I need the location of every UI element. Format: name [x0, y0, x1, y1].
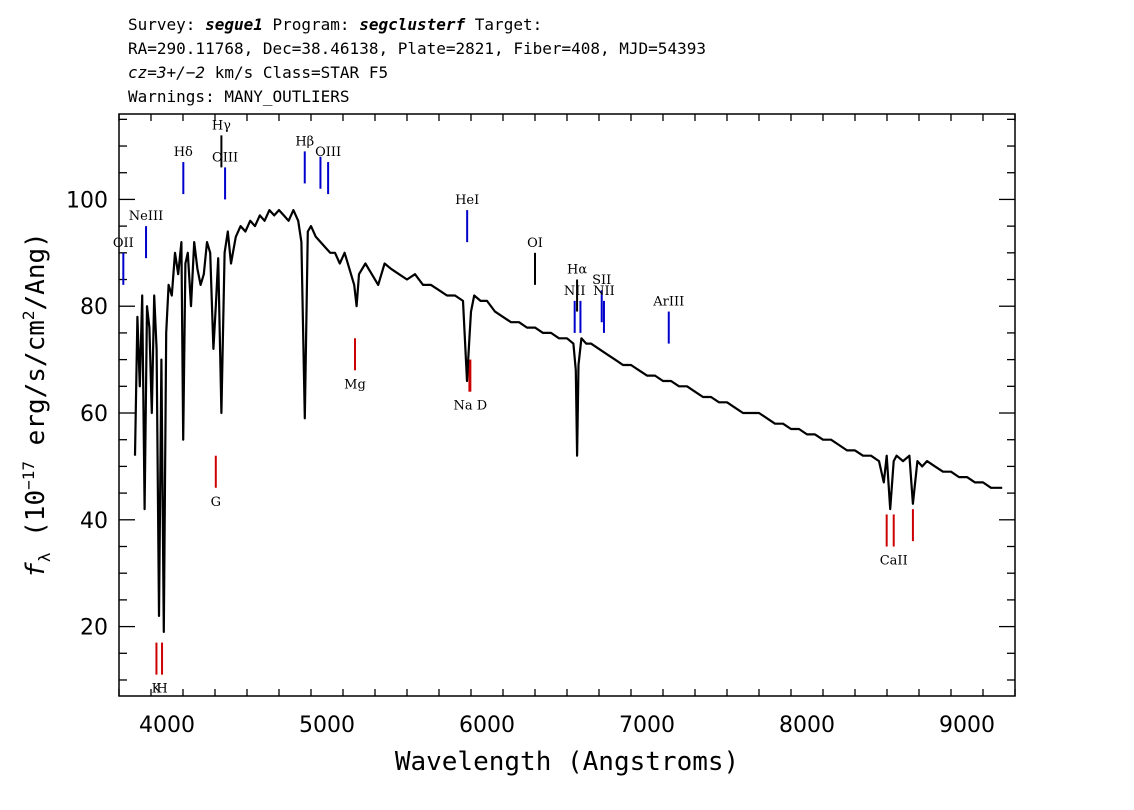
- y-tick-label: 80: [80, 295, 108, 320]
- x-tick-labels: 4000 5000 6000 7000 8000 9000: [139, 713, 995, 738]
- x-tick-label: 4000: [139, 713, 195, 738]
- y-tick-label: 20: [80, 616, 108, 641]
- line-marker-label: H: [156, 682, 167, 697]
- line-marker-label: K: [152, 682, 162, 697]
- y-tick-labels: 20 40 60 80 100: [66, 188, 108, 640]
- line-marker-label: Hβ: [295, 134, 314, 149]
- axis-ticks: [118, 114, 1016, 696]
- y-tick-label: 40: [80, 509, 108, 534]
- x-tick-label: 9000: [939, 713, 995, 738]
- line-marker-label: ArIII: [652, 295, 684, 310]
- x-tick-label: 6000: [459, 713, 515, 738]
- x-tick-label: 8000: [779, 713, 835, 738]
- line-marker-label: Hγ: [212, 118, 231, 133]
- y-tick-label: 60: [80, 402, 108, 427]
- line-marker-label: NII: [564, 284, 586, 299]
- y-axis-label: fλ (10−17 erg/s/cm2/Ang): [19, 232, 54, 578]
- spectral-line-markers: OIINeIIIHδHγOIIIHβOIIIHeIOINIIHαSIINIIAr…: [113, 118, 914, 697]
- plot-frame: [118, 113, 1016, 697]
- line-marker-label: OI: [527, 236, 543, 251]
- line-marker-label: HeI: [455, 193, 479, 208]
- spectrum-line: [133, 209, 1003, 633]
- survey-name: segue1: [205, 15, 263, 34]
- line-marker-label: Hδ: [174, 145, 193, 160]
- line-marker-label: Hα: [567, 263, 587, 278]
- line-marker-label: CaII: [880, 553, 908, 568]
- header-line-3: cz=3+/−2 km/s Class=STAR F5: [128, 63, 388, 82]
- line-marker-label: NeIII: [129, 209, 163, 224]
- line-marker-label: OII: [113, 236, 134, 251]
- redshift-value: cz=3+/−2: [128, 63, 205, 82]
- y-tick-label: 100: [66, 188, 108, 213]
- header-line-1: Survey: segue1 Program: segclusterf Targ…: [128, 15, 542, 34]
- header-line-4: Warnings: MANY_OUTLIERS: [128, 87, 350, 106]
- program-name: segclusterf: [359, 15, 465, 34]
- line-marker-label: OIII: [315, 145, 341, 160]
- x-tick-label: 5000: [299, 713, 355, 738]
- header-line-2: RA=290.11768, Dec=38.46138, Plate=2821, …: [128, 39, 706, 58]
- line-marker-label: SII: [592, 273, 611, 288]
- line-marker-label: G: [211, 495, 221, 510]
- line-marker-label: Na D: [454, 399, 488, 414]
- line-marker-label: OIII: [212, 150, 238, 165]
- x-tick-label: 7000: [619, 713, 675, 738]
- x-axis-label: Wavelength (Angstroms): [395, 747, 739, 777]
- line-marker-label: Mg: [344, 377, 366, 392]
- line-marker-label: NII: [593, 284, 615, 299]
